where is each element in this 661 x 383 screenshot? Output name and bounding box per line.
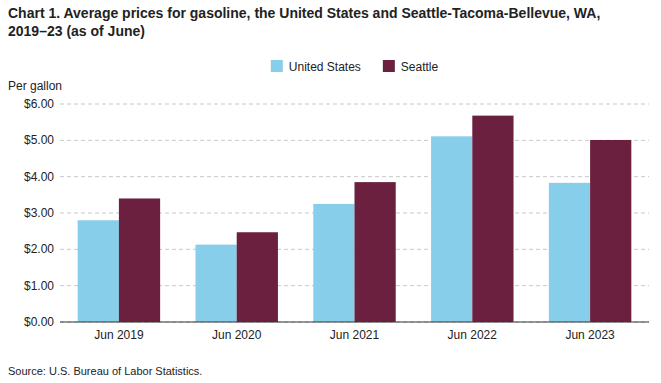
grid-line <box>60 322 649 323</box>
bar <box>355 182 396 322</box>
x-tick-label: Jun 2021 <box>330 328 380 342</box>
y-tick-label: $1.00 <box>24 279 54 293</box>
bar <box>472 116 513 322</box>
bar <box>195 245 236 322</box>
x-axis-line <box>60 322 649 323</box>
x-tick-label: Jun 2023 <box>565 328 615 342</box>
title: 2019–23 (as of June) <box>8 23 145 39</box>
grid-line <box>60 176 649 177</box>
bar <box>78 220 119 322</box>
x-tick-label: Jun 2020 <box>212 328 262 342</box>
y-tick-label: $6.00 <box>24 97 54 111</box>
y-tick-label: $5.00 <box>24 133 54 147</box>
legend-label: Seattle <box>401 60 439 74</box>
y-tick-label: $2.00 <box>24 242 54 256</box>
bar <box>313 204 354 322</box>
y-tick-label: $0.00 <box>24 315 54 329</box>
bar <box>237 232 278 322</box>
legend-swatch <box>383 60 395 72</box>
bar <box>119 198 160 322</box>
chart: Chart 1. Average prices for gasoline, th… <box>0 0 661 383</box>
bar <box>431 136 472 322</box>
y-axis-label: Per gallon <box>8 79 62 93</box>
bars <box>78 116 632 322</box>
source-note: Source: U.S. Bureau of Labor Statistics. <box>8 365 202 377</box>
y-tick-label: $4.00 <box>24 170 54 184</box>
legend-swatch <box>271 60 283 72</box>
x-tick-label: Jun 2019 <box>94 328 144 342</box>
legend-label: United States <box>289 60 361 74</box>
y-tick-label: $3.00 <box>24 206 54 220</box>
grid-line <box>60 140 649 141</box>
x-tick-label: Jun 2022 <box>448 328 498 342</box>
bar <box>590 140 631 322</box>
chart-container: Chart 1. Average prices for gasoline, th… <box>0 0 661 383</box>
grid-line <box>60 104 649 105</box>
bar <box>549 183 590 322</box>
title: Chart 1. Average prices for gasoline, th… <box>8 5 600 21</box>
